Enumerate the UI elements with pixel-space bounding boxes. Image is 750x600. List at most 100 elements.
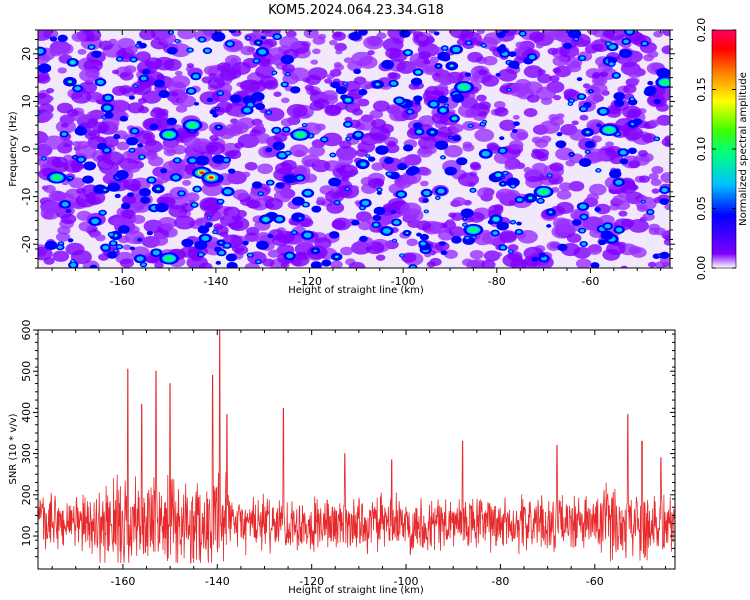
heatmap-cell [279,35,299,49]
heatmap-cell [516,197,523,202]
heatmap-cell [638,175,651,183]
heatmap-cell [75,144,97,160]
heatmap-cell [148,178,155,183]
heatmap-cell [492,231,498,235]
heatmap-cell [72,140,82,147]
heatmap-cell [549,162,564,172]
heatmap-cell [481,74,500,87]
heatmap-cell [316,196,326,203]
heatmap-cell [219,69,238,81]
heatmap-cell [82,175,94,184]
heatmap-cell [499,119,517,131]
heatmap-cell [246,36,250,39]
heatmap-cell [228,30,237,34]
heatmap-cell [448,226,465,238]
heatmap-cell [183,136,202,149]
heatmap-cell [123,65,137,74]
heatmap-cell [107,182,121,192]
heatmap-cell [495,192,507,200]
heatmap-cell [162,160,183,174]
heatmap-cell [313,249,317,252]
heatmap-y-axis-label: Frequency (Hz) [8,111,19,187]
heatmap-cell [193,204,196,206]
heatmap-cell [97,79,104,85]
heatmap-cell [547,174,552,177]
heatmap-cell [465,108,480,118]
heatmap-cell [344,102,361,113]
heatmap-cell [418,40,428,47]
heatmap-cell [375,82,380,86]
heatmap-cell [642,41,647,46]
heatmap-cell [499,230,517,243]
heatmap-cell [626,30,633,34]
y-tick-label: -20 [20,235,33,253]
heatmap-cell [139,30,156,41]
x-tick-label: -60 [586,575,604,588]
heatmap-cell [40,207,48,213]
heatmap-cell [335,101,348,111]
heatmap-cell [656,114,670,126]
heatmap-cell [427,85,436,92]
heatmap-cell [437,51,451,61]
heatmap-cell [501,182,505,185]
snr-y-ticks: 100 200 300 400 500 600 [20,320,675,558]
heatmap-cell [330,81,341,89]
heatmap-cell [229,94,242,103]
heatmap-cell [296,175,303,181]
heatmap-cell [434,241,450,252]
heatmap-cell [506,160,520,170]
heatmap-cell [51,156,68,168]
heatmap-cell [495,252,503,257]
heatmap-cell [443,249,458,259]
heatmap-cell [289,144,309,157]
heatmap-cell [91,218,99,224]
heatmap-cell [138,188,151,197]
heatmap-cell [347,60,363,71]
heatmap-cell [425,146,437,155]
heatmap-cell [119,115,129,122]
heatmap-cell [619,150,627,155]
heatmap-cell [71,260,75,263]
heatmap-cell [102,136,119,148]
heatmap-cell [359,235,368,242]
y-tick-label: 500 [20,361,33,382]
heatmap-cell [422,198,429,203]
heatmap-cell [437,95,449,104]
heatmap-cell [174,158,180,163]
heatmap-cell [281,97,290,104]
heatmap-cell [648,119,660,127]
heatmap-cell [186,255,208,268]
heatmap-cell [531,136,542,144]
heatmap-cell [307,67,328,81]
heatmap-cell [115,170,129,180]
heatmap-cell [615,227,623,233]
heatmap-cell [567,30,582,39]
heatmap-cell [205,222,213,228]
heatmap-cell [578,158,592,167]
heatmap-cell [661,187,668,193]
heatmap-cell [598,214,615,226]
heatmap-cell [240,79,261,93]
heatmap-cell [531,256,539,262]
y-tick-label: 400 [20,402,33,423]
heatmap-cell [169,31,173,34]
heatmap-cell [401,171,422,185]
heatmap-cell [212,154,226,164]
heatmap-cell [131,57,137,62]
heatmap-cell [44,95,54,102]
heatmap-cell [198,253,204,257]
heatmap-hotspot [538,188,549,195]
heatmap-cell [416,232,422,237]
heatmap-cell [613,92,626,101]
heatmap-cell [546,224,552,228]
heatmap-cell [189,158,196,163]
heatmap-cell [535,43,544,49]
heatmap-cell [474,128,495,142]
heatmap-cell [193,101,200,106]
heatmap-cell [247,102,254,107]
heatmap-cell [374,223,378,226]
heatmap-cell [186,63,195,69]
heatmap-cell [630,97,634,101]
heatmap-cell [656,67,670,78]
